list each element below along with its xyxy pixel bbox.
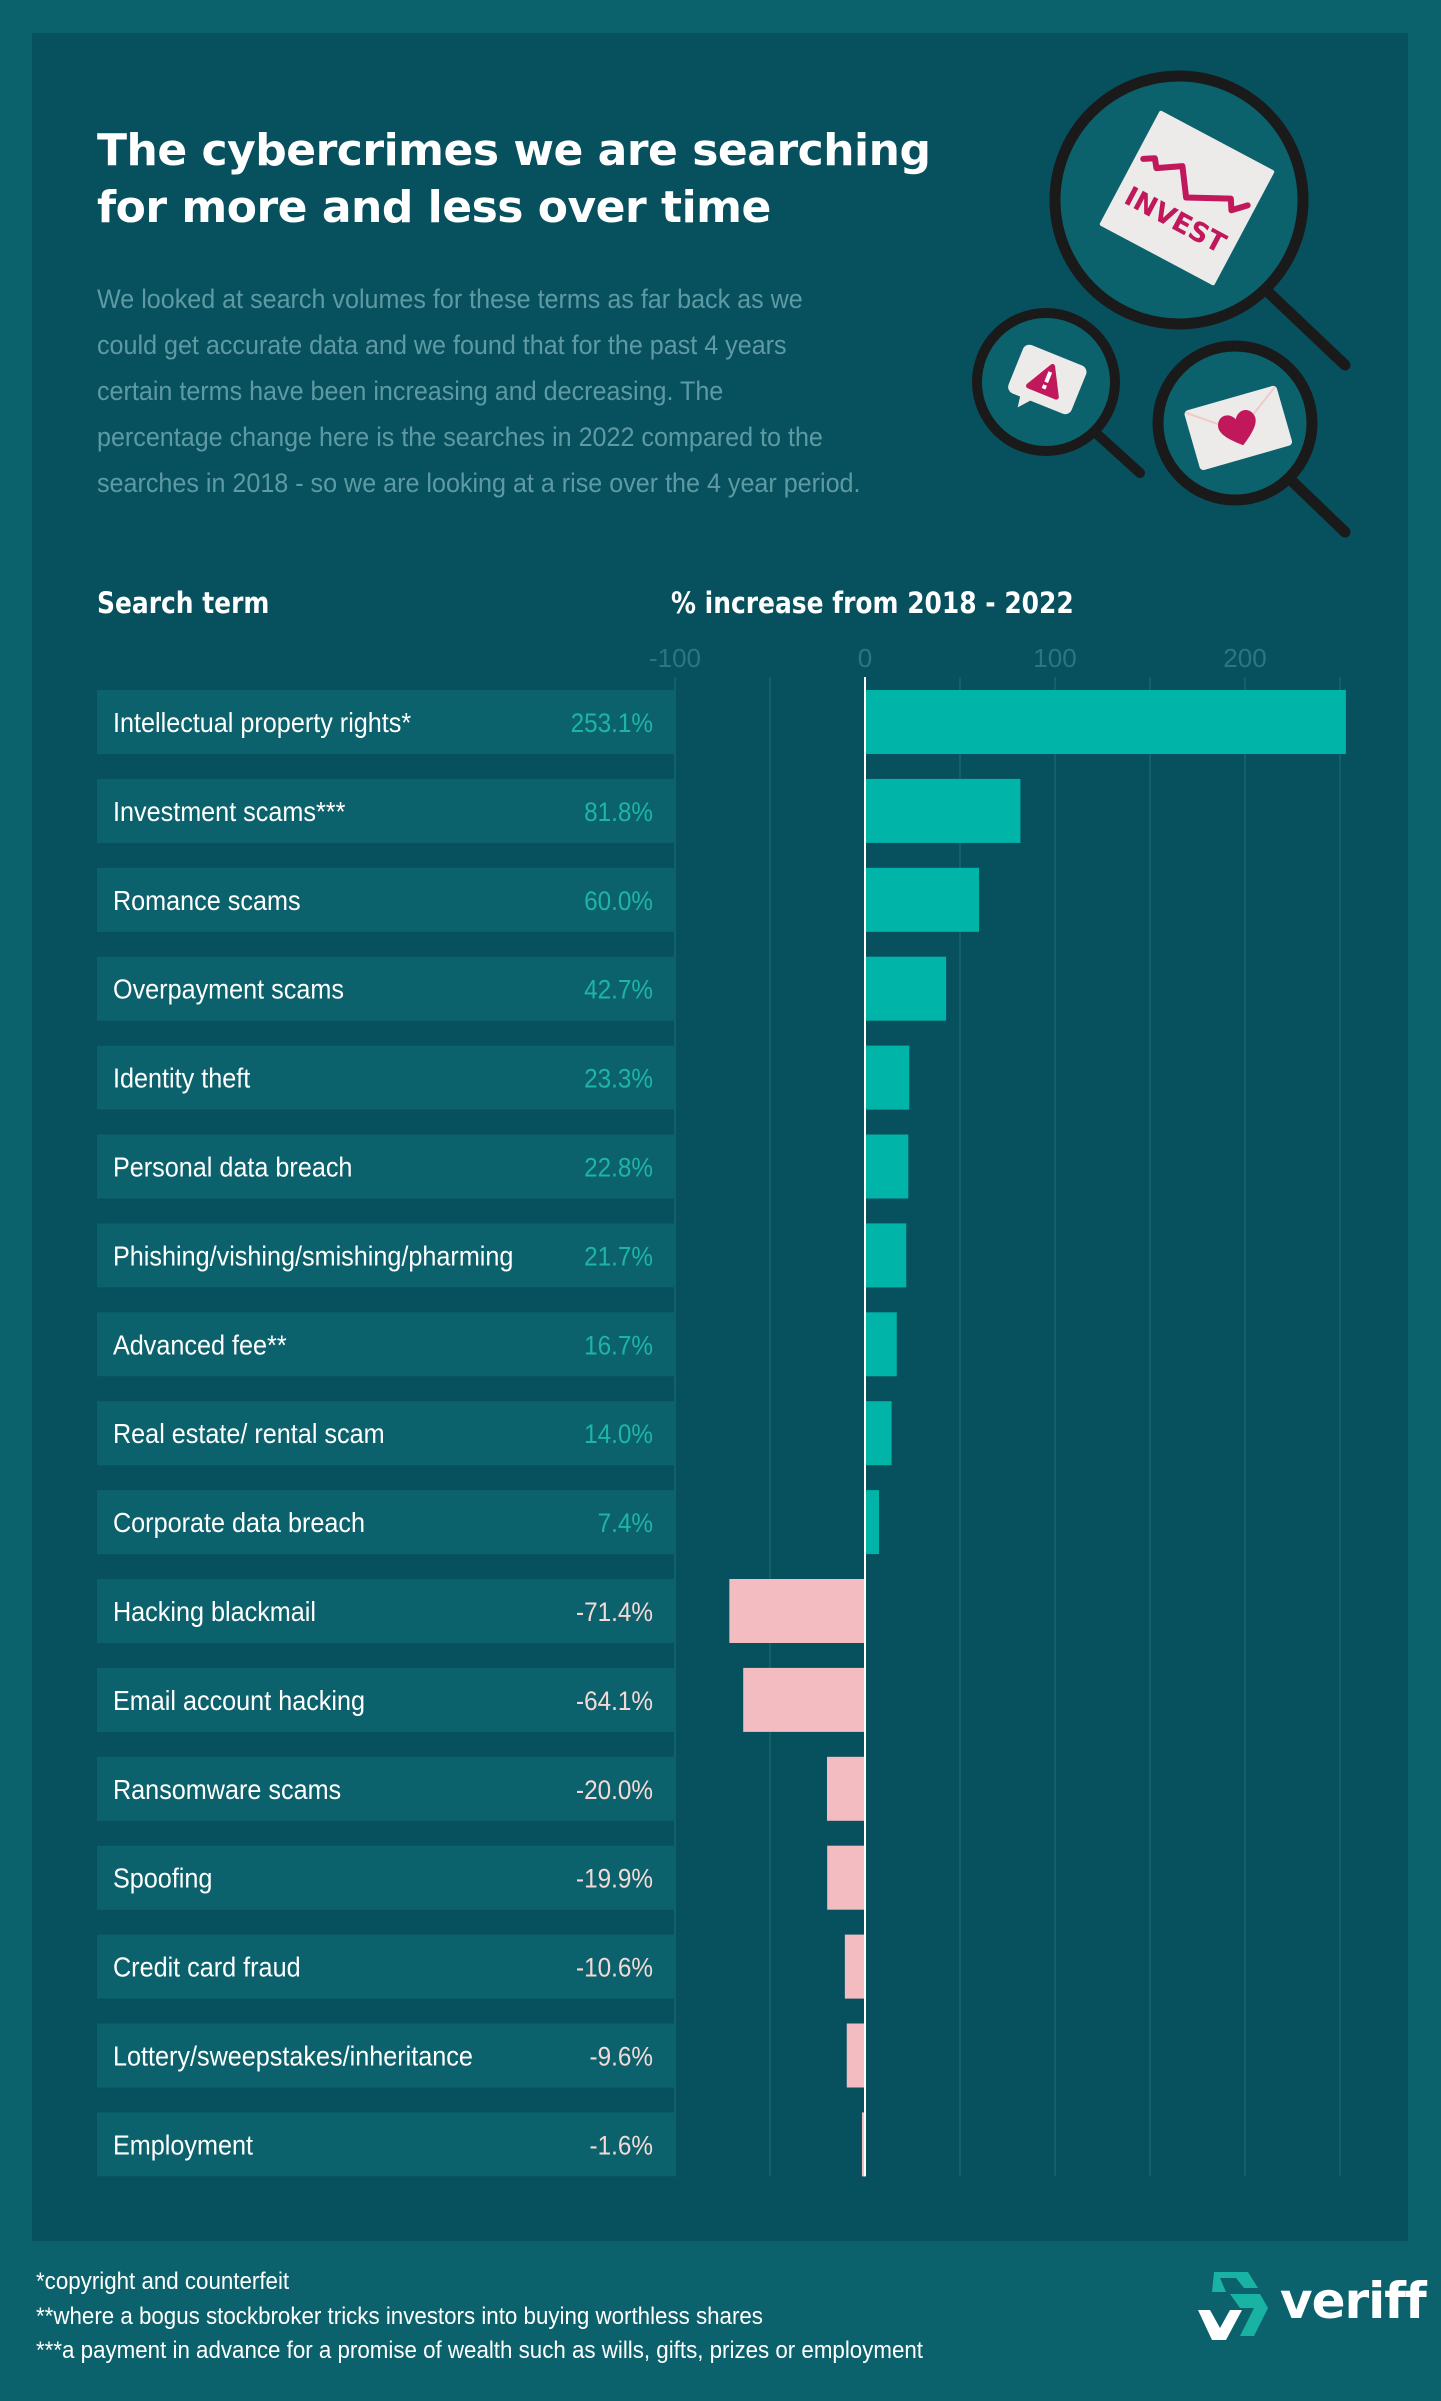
veriff-logo-text: veriff <box>1280 2272 1427 2330</box>
intro-paragraph: We looked at search volumes for these te… <box>97 276 997 506</box>
title-line-1: The cybercrimes we are searching <box>97 125 931 176</box>
footnotes: *copyright and counterfeit **where a bog… <box>36 2265 990 2369</box>
veriff-logo <box>1198 2272 1268 2340</box>
page-title: The cybercrimes we are searching for mor… <box>97 122 931 236</box>
footnote: ***a payment in advance for a promise of… <box>36 2337 924 2364</box>
footnote: *copyright and counterfeit <box>36 2268 290 2295</box>
intro-line: searches in 2018 - so we are looking at … <box>97 468 861 498</box>
intro-line: We looked at search volumes for these te… <box>97 284 803 314</box>
title-line-2: for more and less over time <box>97 182 771 233</box>
magnifier-love-letter-icon <box>1152 340 1351 538</box>
magnifier-illustration: INVEST <box>972 70 1351 538</box>
footnote: **where a bogus stockbroker tricks inves… <box>36 2302 763 2330</box>
column-header-search-term: Search term <box>97 586 270 620</box>
magnifier-invest-icon: INVEST <box>1049 70 1351 371</box>
alert-message-icon <box>1008 344 1087 415</box>
intro-line: percentage change here is the searches i… <box>97 422 823 452</box>
intro-line: certain terms have been increasing and d… <box>97 376 724 406</box>
invest-document-icon: INVEST <box>1099 110 1275 286</box>
veriff-logo-mark-icon <box>1198 2272 1268 2340</box>
intro-line: could get accurate data and we found tha… <box>97 330 787 360</box>
envelope-icon <box>1184 385 1293 471</box>
column-header-percent-change: % increase from 2018 - 2022 <box>671 586 1074 620</box>
magnifier-alert-icon <box>972 308 1145 478</box>
